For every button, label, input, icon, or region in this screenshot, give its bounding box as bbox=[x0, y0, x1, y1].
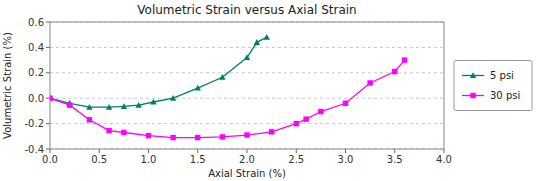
tick-mark bbox=[148, 149, 149, 153]
tick-mark bbox=[197, 149, 198, 153]
series bbox=[50, 34, 270, 110]
point bbox=[67, 102, 72, 107]
tick-mark bbox=[46, 149, 50, 150]
tick-mark bbox=[46, 98, 50, 99]
point bbox=[135, 102, 141, 108]
grid-line bbox=[50, 72, 444, 73]
point bbox=[294, 121, 299, 126]
point bbox=[264, 34, 270, 40]
legend-frame bbox=[454, 61, 532, 111]
legend-marker bbox=[470, 72, 476, 78]
point bbox=[50, 95, 53, 101]
y-axis-label: Volumetric Strain (%) bbox=[2, 32, 13, 139]
tick-label: -0.2 bbox=[24, 118, 44, 129]
plot-area bbox=[50, 34, 407, 140]
point bbox=[87, 117, 92, 122]
point bbox=[146, 133, 151, 138]
tick-mark bbox=[444, 149, 445, 153]
tick-mark bbox=[296, 149, 297, 153]
tick-label: 0.0 bbox=[42, 154, 58, 165]
legend-label: 30 psi bbox=[490, 90, 520, 101]
series-line bbox=[50, 37, 267, 107]
point bbox=[121, 130, 126, 135]
tick-label: 0.5 bbox=[91, 154, 107, 165]
tick-label: 3.5 bbox=[387, 154, 403, 165]
point bbox=[303, 116, 308, 121]
x-axis-label: Axial Strain (%) bbox=[208, 168, 286, 179]
legend-marker bbox=[470, 93, 475, 98]
point bbox=[244, 54, 250, 60]
y-axis: -0.4 -0.2 0.0 0.2 0.4 0.6 bbox=[24, 17, 444, 155]
tick-mark bbox=[46, 123, 50, 124]
series bbox=[50, 57, 407, 140]
point bbox=[318, 109, 323, 114]
legend-label: 5 psi bbox=[490, 70, 514, 81]
tick-label: 0.6 bbox=[28, 17, 44, 28]
point bbox=[392, 69, 397, 74]
tick-mark bbox=[345, 149, 346, 153]
tick-label: 3.0 bbox=[338, 154, 354, 165]
point bbox=[254, 39, 260, 45]
point bbox=[219, 74, 225, 80]
point bbox=[106, 104, 112, 110]
point bbox=[170, 95, 176, 101]
grid-line bbox=[50, 123, 444, 124]
point bbox=[220, 134, 225, 139]
tick-mark bbox=[247, 149, 248, 153]
tick-mark bbox=[394, 149, 395, 153]
point bbox=[195, 135, 200, 140]
point bbox=[402, 57, 407, 62]
x-axis: 0.0 0.5 1.0 1.5 2.0 2.5 3.0 3.5 4.0 bbox=[42, 149, 452, 165]
tick-label: -0.4 bbox=[24, 144, 44, 155]
point bbox=[195, 85, 201, 91]
point bbox=[86, 104, 92, 110]
plot-frame bbox=[50, 22, 444, 149]
tick-label: 1.0 bbox=[141, 154, 157, 165]
tick-mark bbox=[99, 149, 100, 153]
point bbox=[170, 135, 175, 140]
point bbox=[150, 99, 156, 105]
tick-label: 0.4 bbox=[28, 42, 44, 53]
grid-line bbox=[50, 47, 444, 48]
title: Volumetric Strain versus Axial Strain bbox=[137, 3, 356, 17]
point bbox=[121, 103, 127, 109]
tick-label: 0.2 bbox=[28, 67, 44, 78]
legend: 5 psi 30 psi bbox=[454, 61, 532, 111]
point bbox=[343, 101, 348, 106]
tick-mark bbox=[46, 47, 50, 48]
point bbox=[367, 80, 372, 85]
point bbox=[50, 95, 53, 100]
grid-line bbox=[50, 98, 444, 99]
tick-label: 0.0 bbox=[28, 93, 44, 104]
tick-label: 2.5 bbox=[288, 154, 304, 165]
series-line bbox=[50, 60, 405, 137]
chart: -0.4 -0.2 0.0 0.2 0.4 0.6 0.0 0.5 1.0 1.5 2.0 2.5 3.… bbox=[0, 0, 538, 181]
tick-mark bbox=[50, 149, 51, 153]
tick-mark bbox=[46, 22, 50, 23]
point bbox=[244, 132, 249, 137]
point bbox=[269, 129, 274, 134]
tick-label: 2.0 bbox=[239, 154, 255, 165]
point bbox=[106, 128, 111, 133]
tick-label: 1.5 bbox=[190, 154, 206, 165]
tick-label: 4.0 bbox=[436, 154, 452, 165]
tick-mark bbox=[46, 72, 50, 73]
